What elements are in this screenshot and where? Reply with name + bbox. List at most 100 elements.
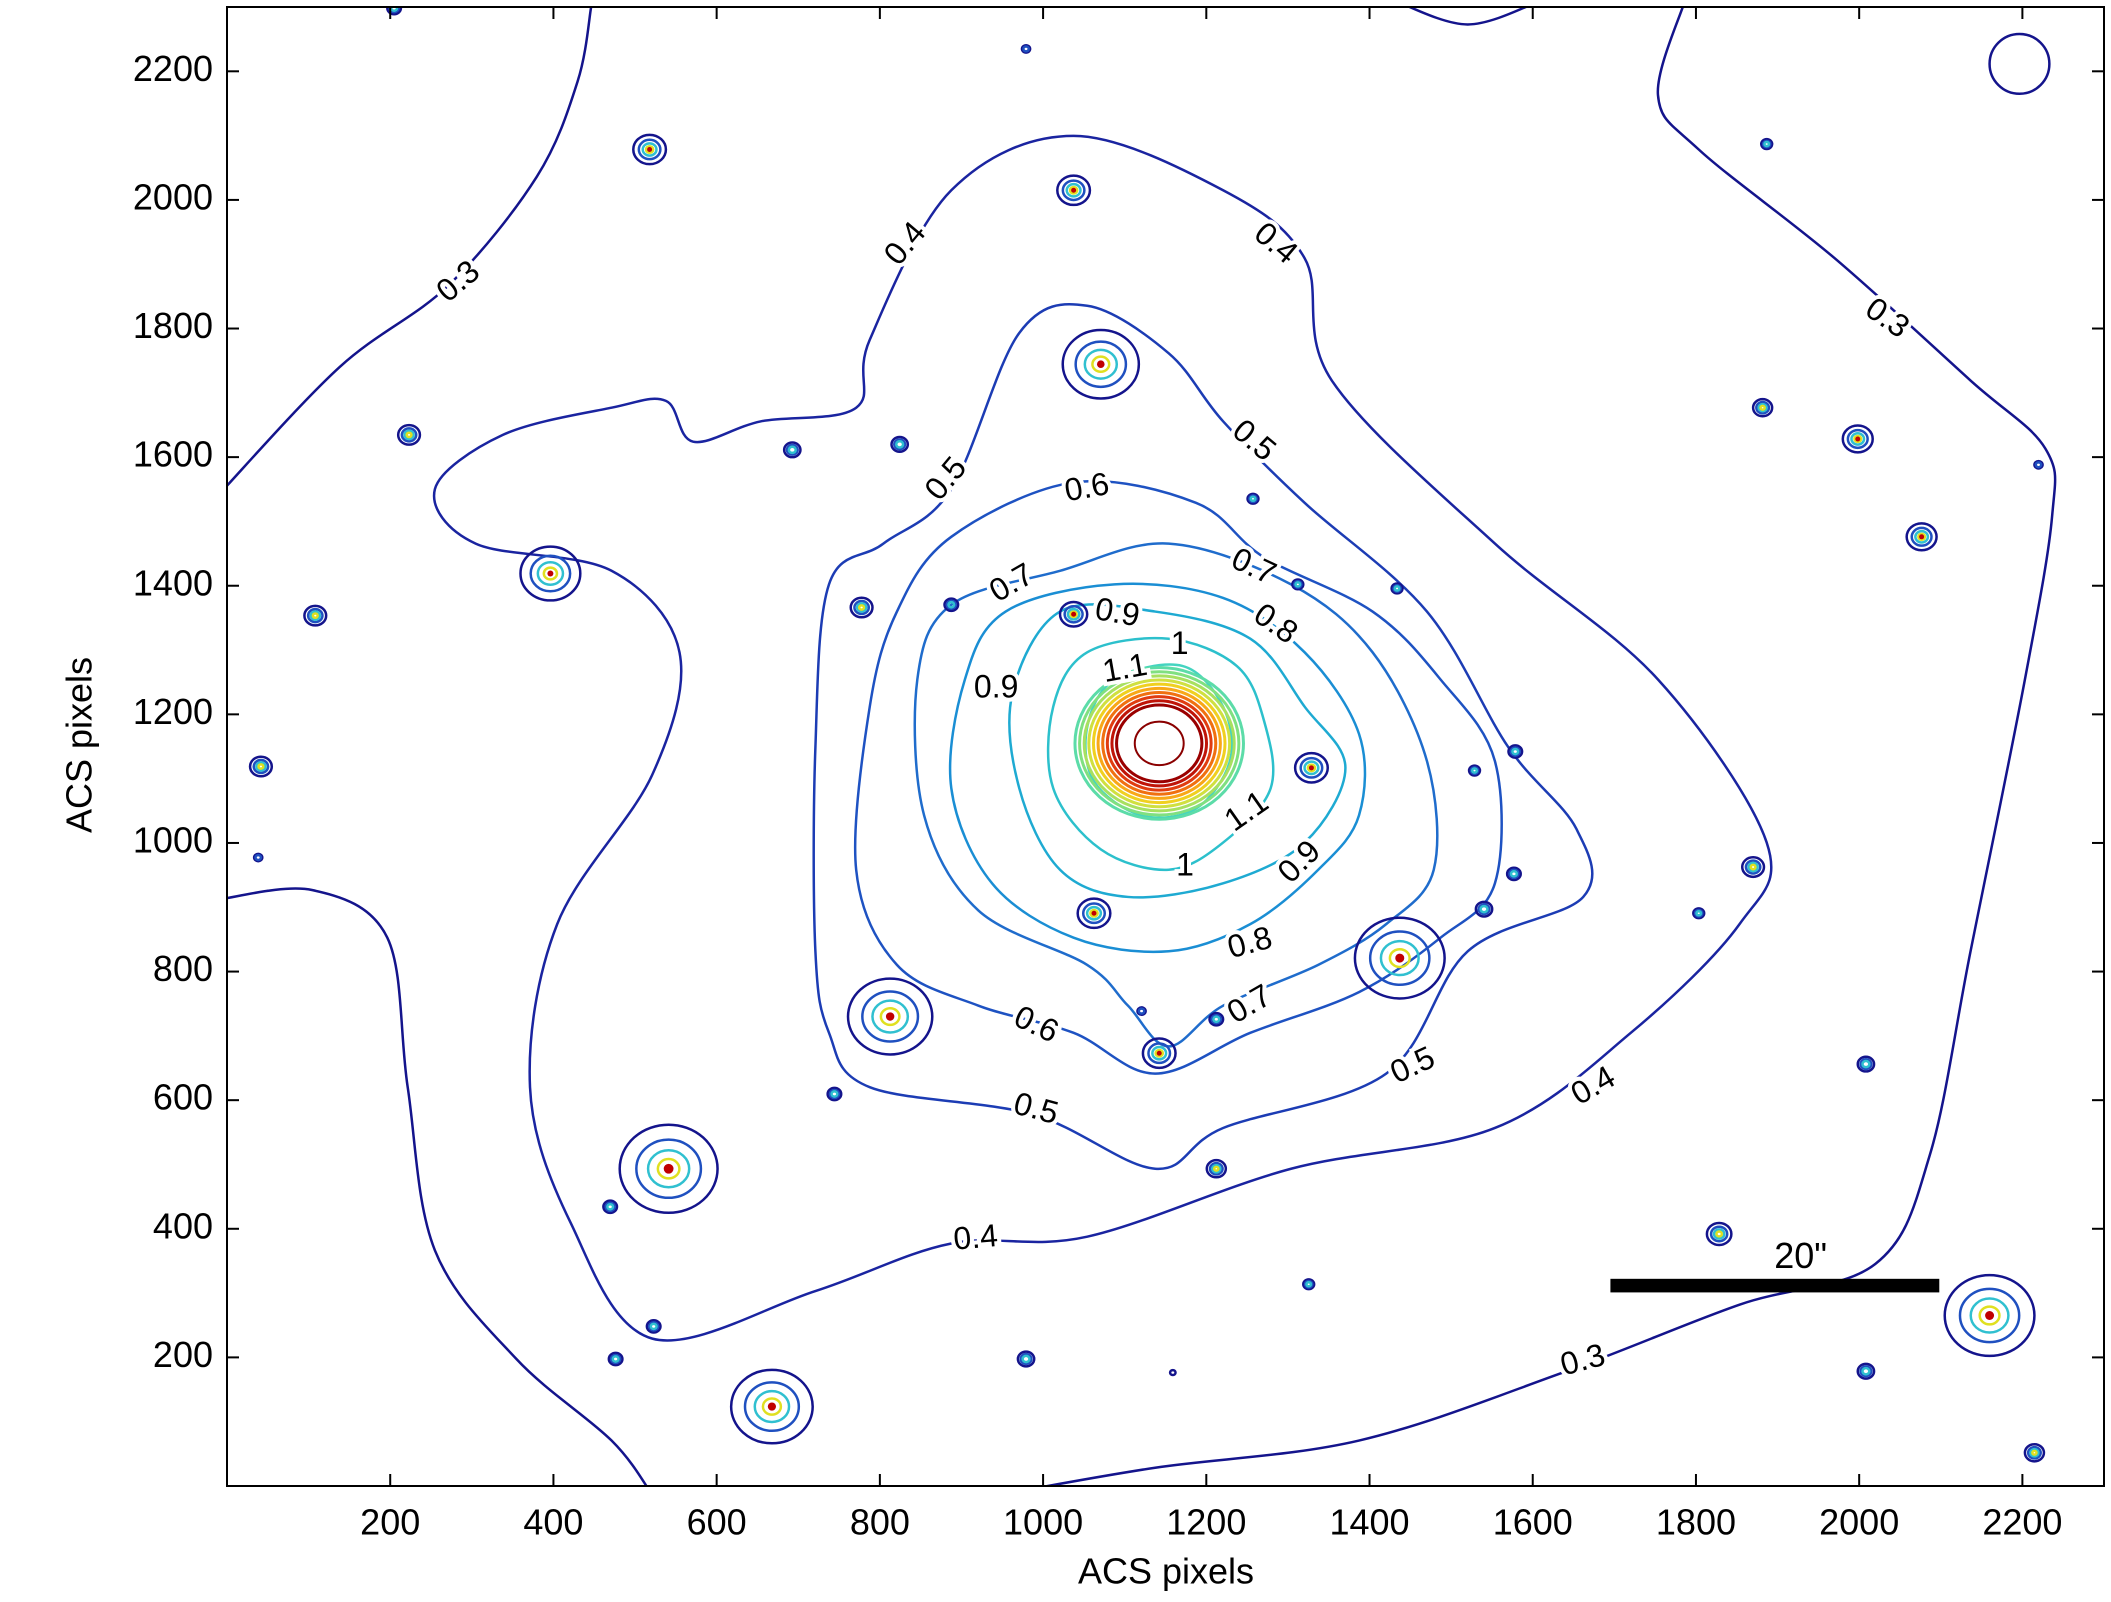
source-ring [1246, 492, 1260, 505]
source-core [885, 1012, 895, 1021]
source-ring [1988, 32, 2051, 96]
source-ring [1249, 495, 1257, 503]
core-ring [1096, 686, 1222, 800]
source-ring [1467, 764, 1482, 777]
x-tick-label: 2000 [1819, 1502, 1899, 1543]
x-axis-label: ACS pixels [1078, 1551, 1254, 1592]
source-ring [1303, 760, 1320, 776]
source-ring [857, 604, 866, 611]
source-core [663, 1163, 674, 1174]
source-ring [254, 853, 263, 862]
source-ring [1388, 947, 1411, 969]
contour-label: 0.6 [1062, 465, 1112, 508]
core-ring [1087, 678, 1232, 809]
source-ring [894, 440, 905, 449]
source-ring [646, 1148, 691, 1189]
source-ring [1137, 1007, 1146, 1015]
source-ring [255, 761, 267, 772]
source-ring [1509, 870, 1519, 878]
source-ring [396, 423, 422, 446]
source-ring [879, 1006, 901, 1027]
source-ring [607, 1351, 624, 1367]
source-ring [1085, 905, 1103, 921]
source-ring [1293, 751, 1329, 784]
source-ring [1759, 404, 1766, 411]
source-ring [729, 1368, 814, 1445]
source-ring [1390, 582, 1404, 595]
contour-line [432, 134, 1773, 1342]
source-ring [1368, 930, 1431, 986]
source-ring [1507, 744, 1524, 759]
source-ring [782, 441, 802, 459]
source-ring [1021, 1354, 1031, 1364]
source-ring [1850, 432, 1866, 446]
source-ring [1705, 1221, 1733, 1247]
y-tick-label: 1800 [133, 305, 213, 346]
source-ring [309, 610, 322, 621]
source-ring [1083, 348, 1119, 380]
y-tick-label: 1600 [133, 434, 213, 475]
source-ring [2023, 1442, 2046, 1463]
source-ring [1859, 1365, 1873, 1378]
x-tick-label: 1600 [1493, 1502, 1573, 1543]
source-ring [632, 133, 668, 166]
source-ring [303, 604, 328, 627]
source-ring [542, 566, 559, 581]
source-ring [890, 435, 910, 453]
source-core [1091, 910, 1097, 916]
core-ring [1101, 690, 1218, 796]
source-ring [1755, 400, 1771, 415]
source-ring [400, 427, 418, 443]
source-ring [947, 600, 956, 609]
source-ring [1212, 1015, 1221, 1024]
source-ring [1509, 746, 1522, 757]
source-ring [861, 990, 920, 1043]
y-tick-label: 400 [153, 1205, 213, 1246]
y-tick-label: 200 [153, 1334, 213, 1375]
source-ring [606, 1202, 615, 1211]
source-ring [635, 1138, 703, 1200]
contour-line [1008, 603, 1347, 899]
source-ring [785, 443, 799, 456]
source-ring [1978, 1305, 2001, 1326]
source-ring [1291, 578, 1305, 591]
source-core [1156, 1050, 1162, 1056]
source-ring [611, 1355, 620, 1363]
scale-bar-label: 20" [1774, 1235, 1827, 1276]
source-ring [1749, 863, 1757, 871]
source-ring [248, 755, 274, 778]
source-ring [1740, 856, 1766, 879]
source-ring [1212, 1165, 1220, 1172]
source-ring [1751, 397, 1774, 418]
core-ring [1082, 674, 1236, 813]
source-ring [2029, 1447, 2040, 1458]
y-tick-label: 600 [153, 1077, 213, 1118]
source-ring [604, 1201, 616, 1213]
source-ring [826, 1086, 843, 1102]
source-ring [1141, 1037, 1177, 1070]
source-ring [828, 1088, 841, 1100]
x-tick-label: 800 [850, 1502, 910, 1543]
source-ring [1147, 1042, 1172, 1065]
contour-line [853, 479, 1503, 1075]
source-ring [1154, 1048, 1165, 1058]
source-ring [1069, 610, 1078, 619]
source-ring [1068, 185, 1079, 195]
source-ring [1393, 585, 1401, 592]
y-tick-label: 1200 [133, 691, 213, 732]
source-ring [1056, 174, 1092, 207]
core-ring [1078, 670, 1241, 817]
source-ring [386, 7, 403, 16]
source-ring [1856, 1362, 1876, 1380]
source-ring [1511, 747, 1520, 756]
source-ring [1917, 532, 1927, 542]
source-ring [1379, 939, 1420, 977]
core-ring [1110, 699, 1209, 788]
source-ring [743, 1381, 801, 1433]
source-core [1855, 436, 1861, 442]
source-ring [390, 7, 399, 12]
source-ring [830, 1090, 839, 1098]
source-ring [1022, 45, 1030, 53]
source-ring [2034, 461, 2043, 469]
